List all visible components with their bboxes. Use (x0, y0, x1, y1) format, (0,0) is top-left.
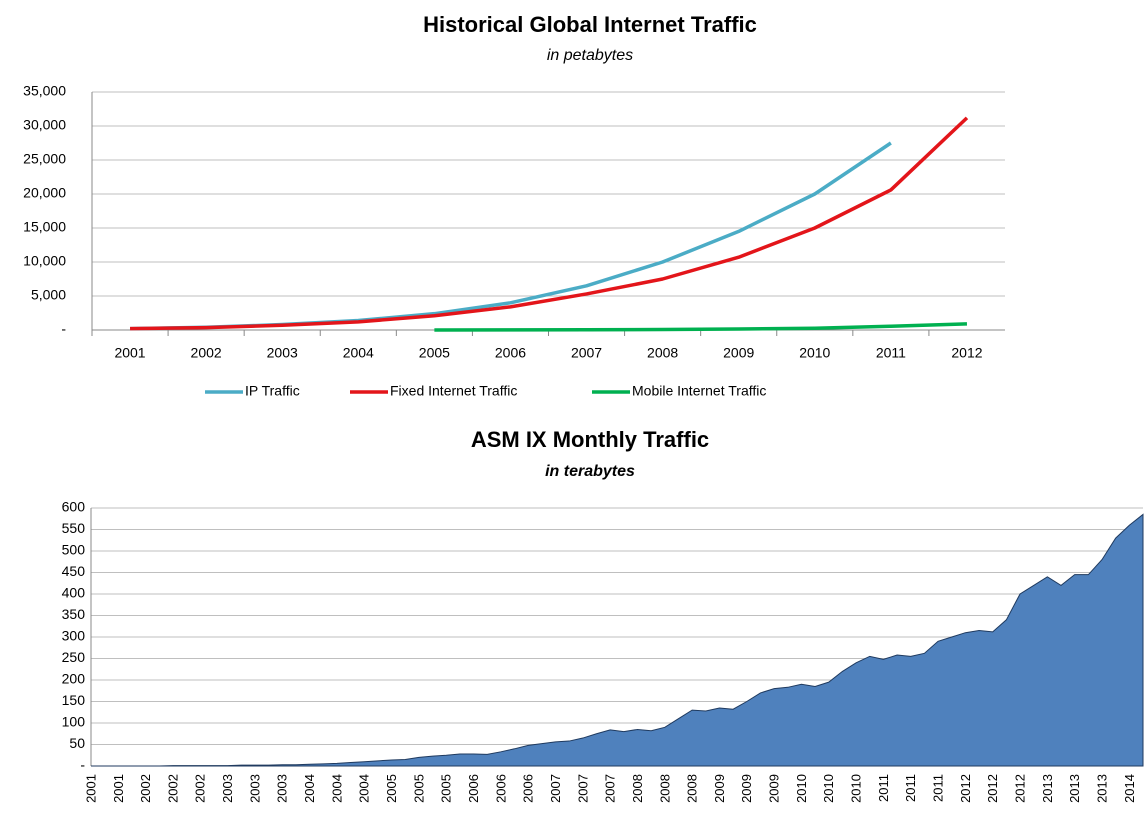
y-tick-label: 600 (62, 499, 86, 515)
x-tick-label: 2004 (343, 345, 374, 361)
x-tick-label: 2005 (411, 774, 426, 803)
x-tick-label: 2012 (951, 345, 982, 361)
x-tick-label: 2001 (114, 345, 145, 361)
x-tick-label: 2011 (876, 774, 891, 802)
x-tick-label: 2004 (329, 774, 344, 803)
x-tick-label: 2006 (493, 774, 508, 803)
x-tick-label: 2012 (985, 774, 1000, 803)
x-tick-label: 2011 (931, 774, 946, 802)
x-tick-label: 2007 (575, 774, 590, 803)
y-tick-label: 30,000 (23, 117, 66, 133)
legend-label: IP Traffic (245, 383, 300, 399)
legend-label: Mobile Internet Traffic (632, 383, 766, 399)
chart-subtitle: in petabytes (547, 47, 633, 64)
x-tick-label: 2007 (548, 774, 563, 803)
chart-title: ASM IX Monthly Traffic (471, 427, 709, 452)
y-tick-label: 350 (62, 606, 86, 622)
x-tick-label: 2003 (267, 345, 298, 361)
x-tick-label: 2002 (193, 774, 208, 803)
x-tick-label: 2007 (603, 774, 618, 803)
x-tick-label: 2012 (1012, 774, 1027, 803)
y-tick-label: 50 (69, 735, 85, 751)
y-tick-label: 5,000 (31, 287, 66, 303)
x-tick-label: 2001 (111, 774, 126, 803)
y-tick-label: 300 (62, 628, 86, 644)
y-tick-label: 550 (62, 520, 86, 536)
y-tick-label: 15,000 (23, 219, 66, 235)
y-tick-label: 25,000 (23, 151, 66, 167)
y-tick-label: 100 (62, 714, 86, 730)
y-tick-label: 20,000 (23, 185, 66, 201)
area-series (91, 513, 1144, 767)
x-tick-label: 2008 (647, 345, 678, 361)
chart-title: Historical Global Internet Traffic (423, 12, 757, 37)
x-tick-label: 2008 (630, 774, 645, 803)
line-series (130, 116, 969, 331)
x-tick-label: 2001 (83, 774, 98, 803)
y-tick-label: 450 (62, 563, 86, 579)
x-tick-label: 2007 (571, 345, 602, 361)
x-tick-label: 2011 (876, 345, 906, 361)
y-tick-label: 200 (62, 671, 86, 687)
y-tick-label: 150 (62, 692, 86, 708)
x-tick-label: 2008 (657, 774, 672, 803)
x-tick-label: 2005 (384, 774, 399, 803)
line-series (130, 141, 892, 331)
x-tick-label: 2011 (903, 774, 918, 802)
chart-subtitle: in terabytes (545, 463, 635, 480)
x-tick-label: 2009 (767, 774, 782, 803)
x-tick-label: 2013 (1040, 774, 1055, 803)
x-tick-label: 2010 (794, 774, 809, 803)
y-tick-label: - (80, 757, 85, 773)
x-tick-label: 2009 (739, 774, 754, 803)
x-tick-label: 2002 (191, 345, 222, 361)
x-tick-label: 2013 (1094, 774, 1109, 803)
legend-label: Fixed Internet Traffic (390, 383, 517, 399)
y-tick-label: 10,000 (23, 253, 66, 269)
x-tick-label: 2009 (712, 774, 727, 803)
x-tick-label: 2006 (495, 345, 526, 361)
x-tick-label: 2012 (958, 774, 973, 803)
x-tick-label: 2004 (357, 774, 372, 803)
x-tick-label: 2010 (821, 774, 836, 803)
x-tick-label: 2003 (220, 774, 235, 803)
line-series (434, 322, 968, 332)
x-tick-label: 2005 (439, 774, 454, 803)
x-tick-label: 2002 (165, 774, 180, 803)
x-tick-label: 2005 (419, 345, 450, 361)
x-tick-label: 2003 (275, 774, 290, 803)
x-tick-label: 2010 (849, 774, 864, 803)
x-tick-label: 2003 (247, 774, 262, 803)
x-tick-label: 2002 (138, 774, 153, 803)
y-tick-label: 35,000 (23, 83, 66, 99)
x-tick-label: 2009 (723, 345, 754, 361)
x-tick-label: 2014 (1122, 774, 1137, 803)
y-tick-label: 400 (62, 585, 86, 601)
x-tick-label: 2006 (521, 774, 536, 803)
x-tick-label: 2004 (302, 774, 317, 803)
x-tick-label: 2008 (685, 774, 700, 803)
x-tick-label: 2010 (799, 345, 830, 361)
x-tick-label: 2006 (466, 774, 481, 803)
x-tick-label: 2013 (1067, 774, 1082, 803)
y-tick-label: 500 (62, 542, 86, 558)
y-tick-label: - (61, 321, 66, 337)
y-tick-label: 250 (62, 649, 86, 665)
